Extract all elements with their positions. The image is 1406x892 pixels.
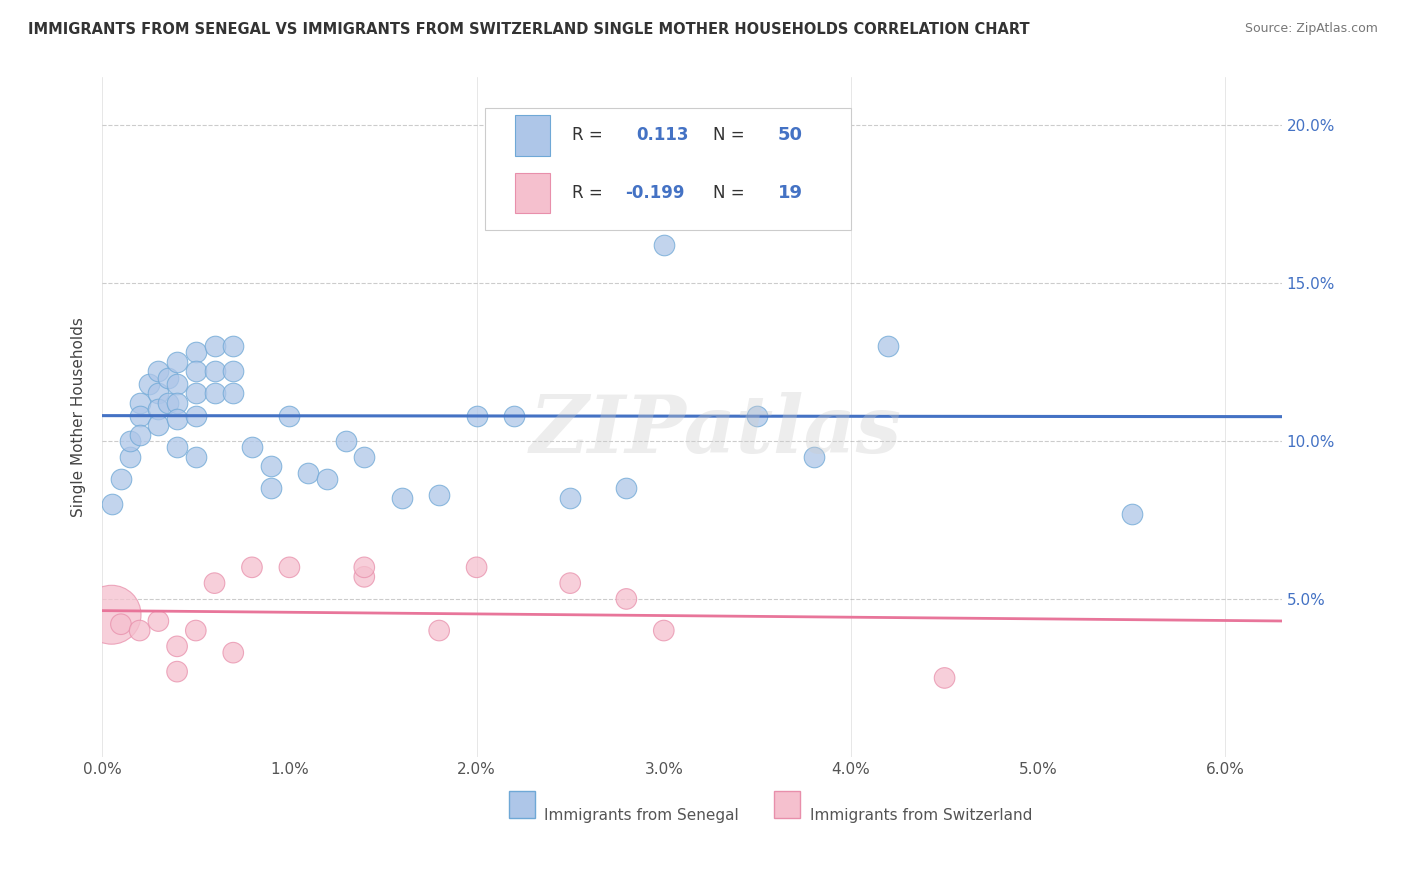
Point <box>614 481 637 495</box>
Point <box>465 560 488 574</box>
Point <box>184 624 207 638</box>
Point <box>128 624 150 638</box>
Text: ZIPatlas: ZIPatlas <box>530 392 901 469</box>
Point <box>166 640 188 654</box>
Point <box>560 491 582 505</box>
Point <box>260 459 283 474</box>
Point <box>427 488 450 502</box>
Text: N =: N = <box>713 184 749 202</box>
Point <box>204 339 226 353</box>
Point <box>184 450 207 464</box>
Point <box>803 450 825 464</box>
Point <box>260 481 283 495</box>
Point <box>184 345 207 359</box>
Point <box>297 466 319 480</box>
Point <box>148 418 170 433</box>
Point <box>166 377 188 392</box>
Point <box>166 665 188 679</box>
Point <box>652 238 675 252</box>
Text: 50: 50 <box>778 126 803 145</box>
Point <box>166 396 188 410</box>
Point <box>166 411 188 425</box>
Point <box>353 570 375 584</box>
Text: R =: R = <box>572 184 607 202</box>
Point <box>184 364 207 378</box>
Point <box>934 671 956 685</box>
Point <box>204 364 226 378</box>
Text: -0.199: -0.199 <box>624 184 685 202</box>
Point <box>128 409 150 423</box>
Point <box>148 614 170 628</box>
Text: N =: N = <box>713 126 749 145</box>
Point <box>100 497 122 511</box>
Point <box>278 560 301 574</box>
Point <box>148 402 170 417</box>
Point <box>128 427 150 442</box>
Point <box>148 386 170 401</box>
Point <box>652 624 675 638</box>
Point <box>184 409 207 423</box>
Point <box>278 409 301 423</box>
Point <box>222 646 245 660</box>
Point <box>503 409 526 423</box>
Point <box>138 377 160 392</box>
Point <box>204 386 226 401</box>
FancyBboxPatch shape <box>515 115 550 155</box>
Point <box>184 386 207 401</box>
Text: 19: 19 <box>778 184 803 202</box>
Point <box>240 560 263 574</box>
Point <box>427 624 450 638</box>
Text: Immigrants from Switzerland: Immigrants from Switzerland <box>810 808 1032 823</box>
Text: 0.113: 0.113 <box>637 126 689 145</box>
Point <box>877 339 900 353</box>
Point <box>128 396 150 410</box>
Point <box>120 450 142 464</box>
FancyBboxPatch shape <box>775 791 800 818</box>
Point <box>100 607 122 622</box>
Point <box>240 440 263 454</box>
Point <box>156 396 179 410</box>
Text: Immigrants from Senegal: Immigrants from Senegal <box>544 808 740 823</box>
Point <box>560 576 582 591</box>
Point <box>148 364 170 378</box>
Point <box>166 440 188 454</box>
Text: Source: ZipAtlas.com: Source: ZipAtlas.com <box>1244 22 1378 36</box>
Point <box>353 560 375 574</box>
Point <box>747 409 769 423</box>
Point <box>222 364 245 378</box>
Point <box>315 472 337 486</box>
Point <box>166 355 188 369</box>
Text: IMMIGRANTS FROM SENEGAL VS IMMIGRANTS FROM SWITZERLAND SINGLE MOTHER HOUSEHOLDS : IMMIGRANTS FROM SENEGAL VS IMMIGRANTS FR… <box>28 22 1029 37</box>
Point <box>391 491 413 505</box>
FancyBboxPatch shape <box>515 172 550 213</box>
FancyBboxPatch shape <box>485 108 851 230</box>
Point <box>690 206 713 220</box>
Y-axis label: Single Mother Households: Single Mother Households <box>72 318 86 517</box>
Point <box>614 591 637 606</box>
FancyBboxPatch shape <box>509 791 536 818</box>
Point <box>110 617 132 632</box>
Point <box>335 434 357 448</box>
Point <box>120 434 142 448</box>
Text: R =: R = <box>572 126 607 145</box>
Point <box>222 386 245 401</box>
Point <box>353 450 375 464</box>
Point <box>1121 507 1143 521</box>
Point <box>222 339 245 353</box>
Point <box>465 409 488 423</box>
Point <box>204 576 226 591</box>
Point <box>110 472 132 486</box>
Point <box>156 370 179 384</box>
